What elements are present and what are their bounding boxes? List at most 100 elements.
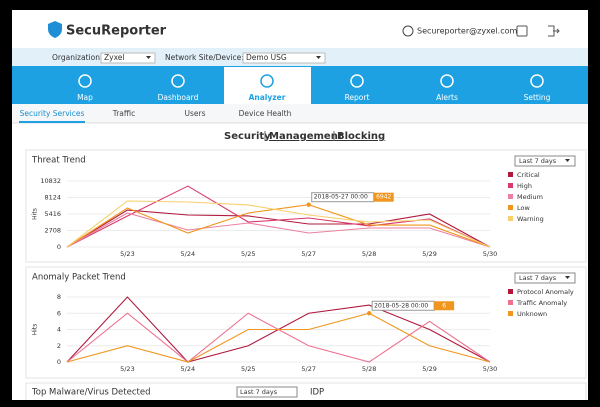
tab[interactable]: Users [184, 109, 205, 118]
y-tick-label: 10832 [40, 177, 61, 185]
range-select-text: Last 7 days [240, 388, 278, 396]
range-select-text: Last 7 days [519, 157, 557, 165]
tab-bar [12, 104, 588, 123]
nav-item[interactable]: Setting [524, 93, 551, 102]
org-label: Organization: [52, 53, 102, 62]
x-tick-label: 5/24 [181, 250, 196, 258]
nav-item[interactable]: Analyzer [249, 93, 286, 102]
nav-item[interactable]: Map [77, 93, 93, 102]
legend-label: Medium [517, 193, 543, 201]
tooltip-label: 2018-05-28 00:00 [374, 302, 428, 309]
legend-label: Protocol Anomaly [517, 288, 574, 296]
bottom-side-title: IDP [310, 388, 324, 398]
section-link[interactable]: Management [269, 131, 343, 142]
y-tick-label: 0 [57, 358, 61, 366]
y-axis-label: Hits [32, 324, 39, 336]
x-tick-label: 5/29 [422, 365, 437, 373]
y-tick-label: 8 [57, 293, 61, 301]
legend-swatch [508, 216, 513, 221]
x-tick-label: 5/27 [301, 365, 316, 373]
x-tick-label: 5/24 [181, 365, 196, 373]
legend-label: Warning [517, 215, 544, 223]
org-select[interactable] [100, 52, 156, 64]
x-tick-label: 5/28 [362, 250, 377, 258]
tooltip-point [306, 202, 311, 207]
y-tick-label: 5416 [44, 210, 61, 218]
tooltip-value-box [373, 192, 394, 202]
tooltip-value: 6942 [376, 194, 391, 201]
legend-swatch [508, 205, 513, 210]
nav-item[interactable]: Report [345, 93, 370, 102]
nav-icon [350, 74, 364, 88]
org-value: Zyxel [104, 53, 124, 62]
series-line [66, 212, 491, 248]
logo [48, 21, 62, 38]
panel [25, 266, 587, 379]
range-select[interactable] [236, 386, 298, 398]
section-link-active[interactable]: Security [224, 131, 271, 142]
legend-label: Unknown [517, 310, 547, 318]
series-line [66, 200, 491, 248]
y-tick-label: 2 [57, 342, 61, 350]
nav-item[interactable]: Alerts [436, 93, 458, 102]
device-select[interactable] [242, 52, 326, 64]
x-tick-label: 5/25 [241, 250, 256, 258]
logout-icon[interactable] [548, 25, 560, 37]
caret [146, 56, 151, 59]
legend-swatch [508, 311, 513, 316]
x-tick-label: 5/27 [301, 250, 316, 258]
legend-label: Critical [517, 171, 540, 179]
help-icon[interactable] [516, 25, 528, 37]
x-tick-label: 5/29 [422, 250, 437, 258]
bottom-title: Top Malware/Virus Detected [31, 388, 150, 398]
tooltip-value-box [434, 301, 455, 311]
y-tick-label: 8124 [44, 194, 61, 202]
section-link[interactable]: Blocking [337, 131, 385, 142]
x-tick-label: 5/23 [120, 250, 135, 258]
y-tick-label: 2708 [44, 227, 61, 235]
legend-label: High [517, 182, 532, 190]
panel [25, 149, 587, 263]
y-tick-label: 4 [57, 326, 61, 334]
user-email[interactable]: Secureporter@zyxel.com [417, 27, 518, 36]
nav: Map Dashboard Analyzer Report Alerts Setting [77, 67, 551, 104]
series-line [66, 204, 491, 248]
range-select[interactable] [514, 155, 576, 167]
range-select[interactable] [514, 272, 576, 284]
y-tick-label: 6 [57, 309, 61, 317]
tabs: Security Services Traffic Users Device Heal… [19, 109, 292, 123]
x-tick-label: 5/23 [120, 365, 135, 373]
caret [565, 159, 570, 162]
tab[interactable]: Security Services [20, 109, 85, 118]
nav-item[interactable]: Dashboard [158, 93, 199, 102]
tab[interactable]: Traffic [112, 109, 136, 118]
x-tick-label: 5/25 [241, 365, 256, 373]
nav-icon [78, 74, 92, 88]
legend-label: Low [517, 204, 530, 212]
legend-swatch [508, 289, 513, 294]
user-icon [402, 25, 414, 37]
tooltip-point [366, 311, 372, 316]
y-tick-label: 0 [57, 243, 61, 251]
y-axis-label: Hits [32, 208, 39, 220]
x-tick-label: 5/30 [483, 365, 498, 373]
device-value: Demo USG [246, 53, 287, 62]
range-select-text: Last 7 days [519, 274, 557, 282]
legend-swatch [508, 172, 513, 177]
nav-icon [171, 74, 185, 88]
legend-swatch [508, 194, 513, 199]
series-line [66, 312, 491, 363]
nav-icon [530, 74, 544, 88]
charts: Threat Trend Last 7 days Hits 0 2708 5416 8124… [31, 155, 576, 373]
chart-title: Threat Trend [31, 156, 86, 166]
tab[interactable]: Device Health [239, 109, 292, 118]
chart-title: Anomaly Packet Trend [32, 273, 126, 283]
tooltip-value: 6 [442, 302, 446, 309]
nav-icon [440, 74, 454, 88]
caret [565, 276, 570, 279]
tab-underline [19, 121, 85, 123]
x-tick-label: 5/30 [483, 250, 498, 258]
x-tick-label: 5/28 [362, 365, 377, 373]
